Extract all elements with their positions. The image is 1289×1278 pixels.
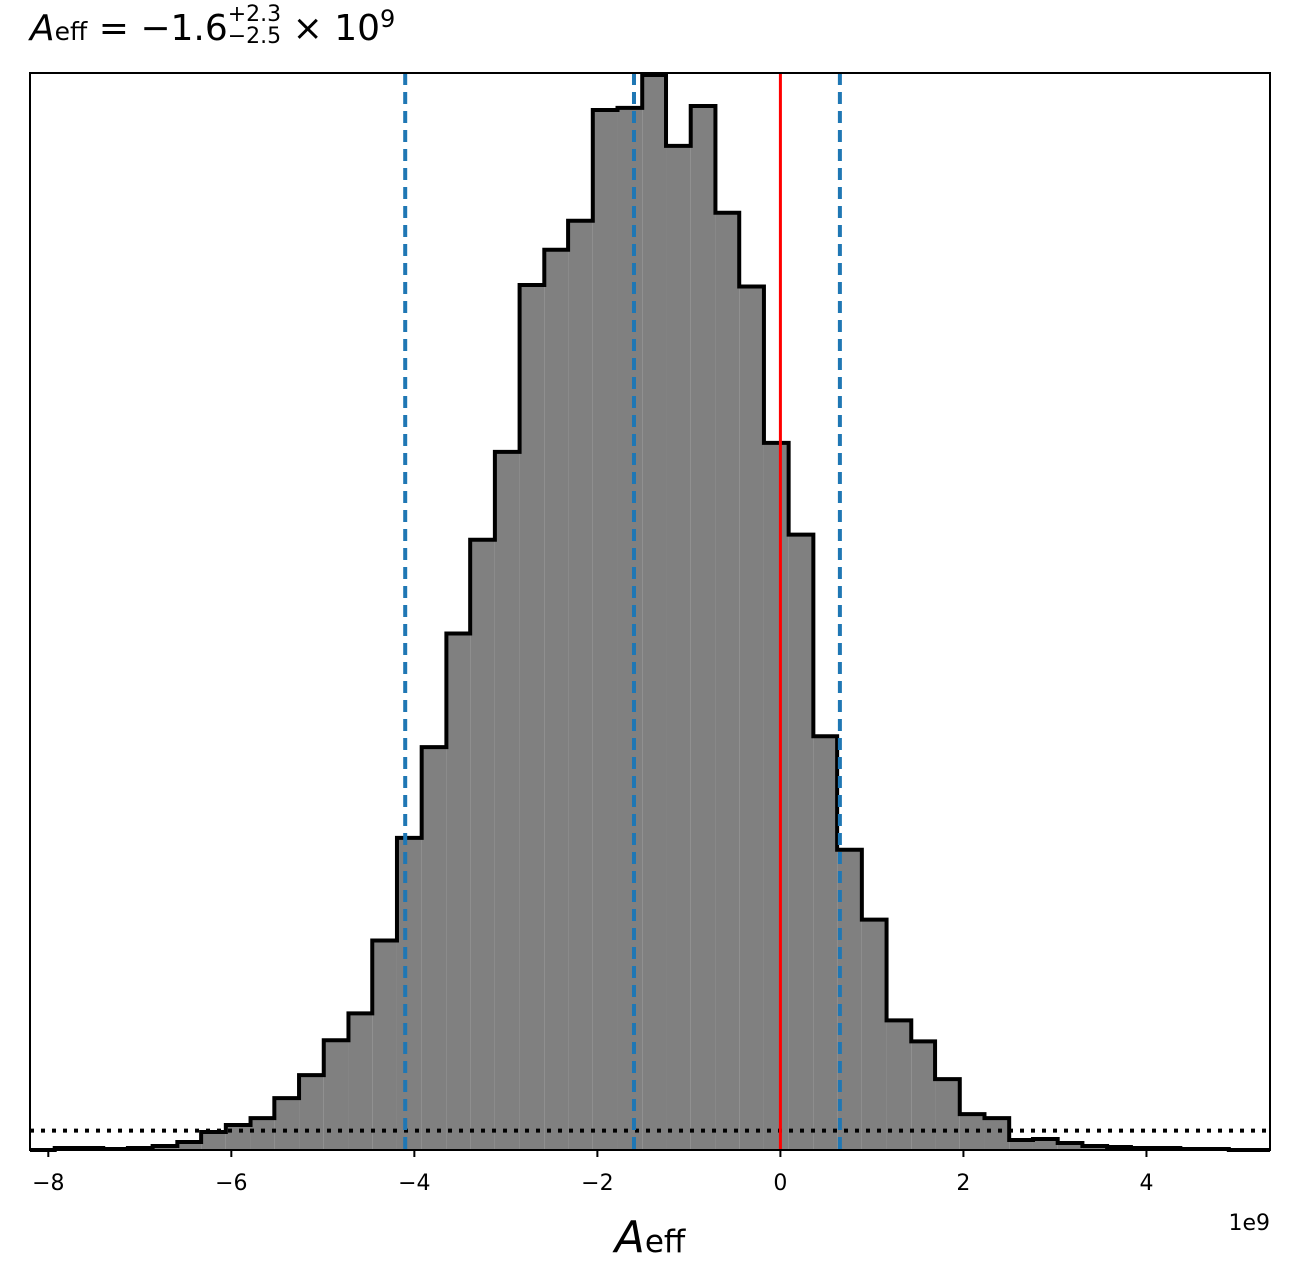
title-exponent: 9: [380, 5, 396, 33]
histogram-bar: [715, 212, 740, 1150]
plot-area: [30, 73, 1270, 1152]
histogram-bar: [959, 1114, 985, 1150]
x-tick-label: 0: [773, 1171, 787, 1196]
title-symbol: A: [30, 8, 55, 49]
x-label-subscript: eff: [645, 1224, 686, 1260]
title-median: −1.6: [140, 8, 228, 49]
histogram-bar: [813, 736, 838, 1150]
histogram-bar: [494, 451, 520, 1150]
histogram-bar: [299, 1075, 324, 1150]
histogram-bar: [642, 75, 667, 1150]
axis-offset-label: 1e9: [1228, 1211, 1270, 1236]
histogram-bar: [519, 284, 545, 1150]
histogram-bar: [250, 1118, 275, 1150]
histogram-bar: [886, 1020, 912, 1150]
histogram-bar: [544, 249, 569, 1150]
histogram-bar: [617, 107, 643, 1150]
x-tick-label: −8: [32, 1171, 64, 1196]
histogram-bar: [984, 1118, 1010, 1150]
histogram-bar: [1032, 1139, 1058, 1150]
histogram-bar: [592, 109, 618, 1150]
chart-title: Aeff = −1.6 +2.3 −2.5 × 109: [30, 4, 396, 52]
x-tick-label: 4: [1139, 1171, 1153, 1196]
histogram-bar: [446, 633, 471, 1150]
x-tick-label: −6: [215, 1171, 247, 1196]
histogram-bar: [470, 539, 495, 1150]
histogram-bar: [1057, 1143, 1083, 1150]
x-axis: −8 −6 −4 −2 0 2 4: [32, 1150, 1153, 1196]
title-times: × 10: [292, 8, 381, 49]
title-equals: =: [98, 8, 129, 49]
histogram-bar: [177, 1142, 202, 1150]
histogram-bar: [666, 145, 691, 1150]
x-axis-label: Aeff: [612, 1212, 686, 1263]
histogram-bar: [763, 442, 789, 1150]
title-errors: +2.3 −2.5: [228, 4, 281, 48]
histogram-bar: [935, 1079, 960, 1150]
x-tick-label: −2: [581, 1171, 613, 1196]
axes-frame: [29, 72, 1271, 1151]
x-tick-label: −4: [398, 1171, 430, 1196]
histogram-bar: [421, 747, 447, 1150]
histogram-bar: [690, 105, 716, 1151]
histogram-bar: [372, 940, 397, 1150]
histogram-bar: [274, 1098, 300, 1150]
title-subscript: eff: [54, 17, 88, 46]
histogram-bar: [739, 286, 764, 1150]
histogram-bar: [568, 220, 593, 1150]
histogram-bar: [201, 1132, 226, 1150]
histogram-bar: [1009, 1140, 1033, 1150]
histogram-bar: [348, 1013, 373, 1150]
histogram-bar: [911, 1041, 936, 1150]
x-tick-label: 2: [956, 1171, 970, 1196]
histogram-bar: [396, 837, 422, 1150]
histogram-bar: [788, 534, 814, 1150]
x-label-symbol: A: [612, 1212, 645, 1263]
histogram-bar: [323, 1040, 349, 1150]
title-plus-error: +2.3: [227, 2, 282, 27]
title-minus-error: −2.5: [227, 24, 282, 49]
histogram-bar: [861, 919, 887, 1150]
histogram-outline: [30, 73, 1270, 1152]
